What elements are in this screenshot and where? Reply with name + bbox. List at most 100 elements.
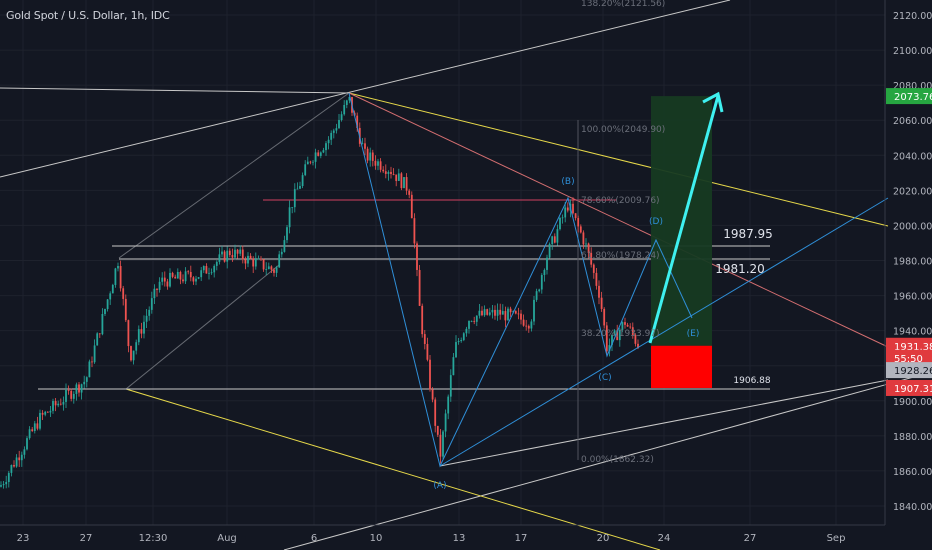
candle-body [148, 309, 151, 316]
candle-body [210, 272, 213, 274]
candle-body [23, 449, 26, 455]
candle-body [15, 457, 18, 467]
candle-body [345, 100, 348, 105]
candle-body [551, 236, 554, 245]
candle-body [543, 269, 546, 276]
candle-body [332, 130, 335, 133]
candle-body [49, 410, 52, 413]
candle-body [96, 333, 99, 346]
candle-body [275, 267, 278, 273]
candle-body [249, 255, 252, 259]
candle-body [616, 330, 619, 341]
y-tick-label: 2060.00 [893, 116, 932, 127]
candle-body [475, 315, 478, 322]
candle-body [426, 343, 429, 360]
loss-zone [651, 345, 712, 388]
y-tick-label: 1980.00 [893, 257, 932, 268]
candle-body [91, 361, 93, 363]
candle-body [501, 311, 504, 315]
candle-body [189, 271, 192, 278]
candle-body [559, 218, 561, 230]
candle-body [595, 272, 598, 286]
candle-body [304, 164, 307, 176]
candle-body [465, 328, 468, 334]
candle-body [473, 320, 476, 322]
position-zones [651, 96, 712, 388]
candle-body [286, 227, 288, 241]
candle-body [137, 329, 140, 343]
wave-label: (D) [649, 217, 663, 227]
y-axis: 2120.00 2100.00 2080.00 2060.00 2040.00 2020.… [884, 0, 932, 525]
candle-body [80, 384, 83, 393]
wave-label: (E) [687, 329, 700, 339]
y-tick-label: 2120.00 [893, 11, 932, 22]
candle-body [561, 217, 564, 219]
candle-body [455, 342, 457, 358]
x-tick-label: 6 [311, 533, 317, 544]
y-tick-label: 1940.00 [893, 327, 932, 338]
x-axis: 23 27 12:30 Aug 6 10 13 17 20 24 27 Sep [0, 524, 885, 544]
candle-body [267, 266, 270, 270]
candle-body [13, 465, 15, 467]
candle-body [135, 342, 138, 351]
target-arrow-shaft [648, 95, 720, 344]
candle-body [405, 177, 408, 191]
candle-body [325, 143, 327, 151]
candle-body [114, 268, 117, 285]
candle-body [460, 340, 463, 342]
candle-body [629, 326, 632, 328]
candle-body [592, 264, 595, 273]
candle-body [343, 104, 346, 115]
candle-body [483, 309, 486, 316]
candle-body [156, 288, 158, 290]
candle-body [208, 272, 210, 274]
candle-body [520, 313, 522, 320]
candle-body [293, 189, 296, 208]
candle-body [239, 249, 242, 254]
candle-body [65, 389, 67, 402]
candle-body [197, 277, 200, 279]
target-arrow-head [702, 91, 724, 113]
candle-body [33, 423, 36, 431]
candle-body [507, 308, 509, 321]
candle-body [439, 434, 442, 457]
candle-body [213, 265, 216, 273]
candle-body [400, 173, 403, 189]
candle-body [390, 171, 392, 175]
price-tag-label: 1928.26 [894, 366, 932, 377]
candle-body [624, 322, 626, 325]
candle-body [93, 345, 96, 363]
candle-body [564, 207, 567, 218]
x-tick-label: 12:30 [139, 533, 168, 544]
candle-body [20, 454, 23, 461]
candle-body [153, 288, 156, 299]
candle-body [241, 249, 244, 260]
candle-body [158, 281, 161, 290]
candle-body [257, 258, 260, 260]
candle-body [46, 411, 49, 413]
candle-body [31, 429, 34, 431]
candle-body [254, 258, 257, 267]
candle-body [377, 161, 379, 166]
candle-body [192, 277, 195, 282]
y-tick-label: 1960.00 [893, 292, 932, 303]
candle-body [340, 114, 343, 121]
candle-body [496, 309, 499, 316]
candle-body [379, 161, 382, 170]
candle-body [252, 258, 255, 267]
candle-body [403, 177, 405, 189]
candle-body [72, 393, 75, 399]
level-label: 1981.20 [715, 262, 765, 276]
candle-body [457, 341, 460, 343]
candle-body [57, 403, 60, 406]
candles [0, 96, 639, 489]
price-tag [886, 349, 932, 366]
candle-body [566, 207, 569, 211]
y-tick-label: 1880.00 [893, 432, 932, 443]
candle-body [179, 271, 182, 280]
candle-body [218, 254, 221, 262]
candle-body [327, 139, 330, 144]
candle-body [200, 270, 203, 278]
candle-body [132, 350, 135, 361]
